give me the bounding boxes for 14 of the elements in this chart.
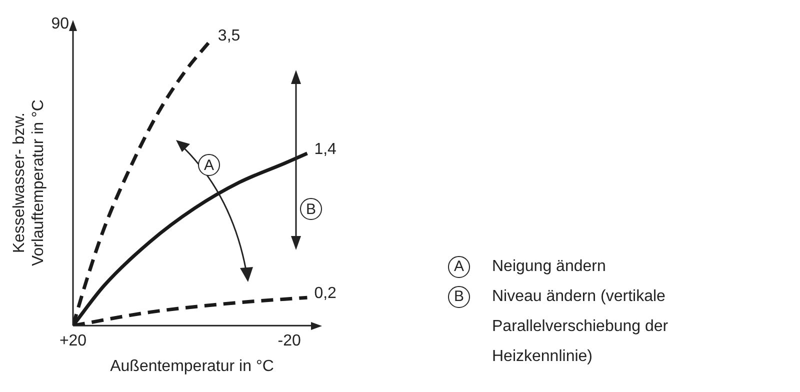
- x-tick-label: -20: [278, 332, 302, 350]
- series-label: 1,4: [314, 140, 337, 158]
- text: B: [454, 288, 464, 305]
- x-axis-title: Außentemperatur in °C: [110, 358, 274, 375]
- text: Neigung ändern: [492, 258, 606, 275]
- y-axis-title: Kesselwasser- bzw. Vorlauftemperatur in °C: [10, 100, 47, 266]
- annotation: B: [300, 198, 322, 220]
- annotation: A: [198, 154, 220, 176]
- series-label: 3,5: [218, 27, 240, 44]
- text: Niveau ändern (vertikale Parallelverschiebung der Heizkennlinie): [492, 288, 668, 365]
- series-label: 0,2: [314, 285, 337, 302]
- text: 90: [51, 15, 70, 32]
- text: A: [454, 258, 464, 275]
- x-tick-label: +20: [59, 332, 87, 350]
